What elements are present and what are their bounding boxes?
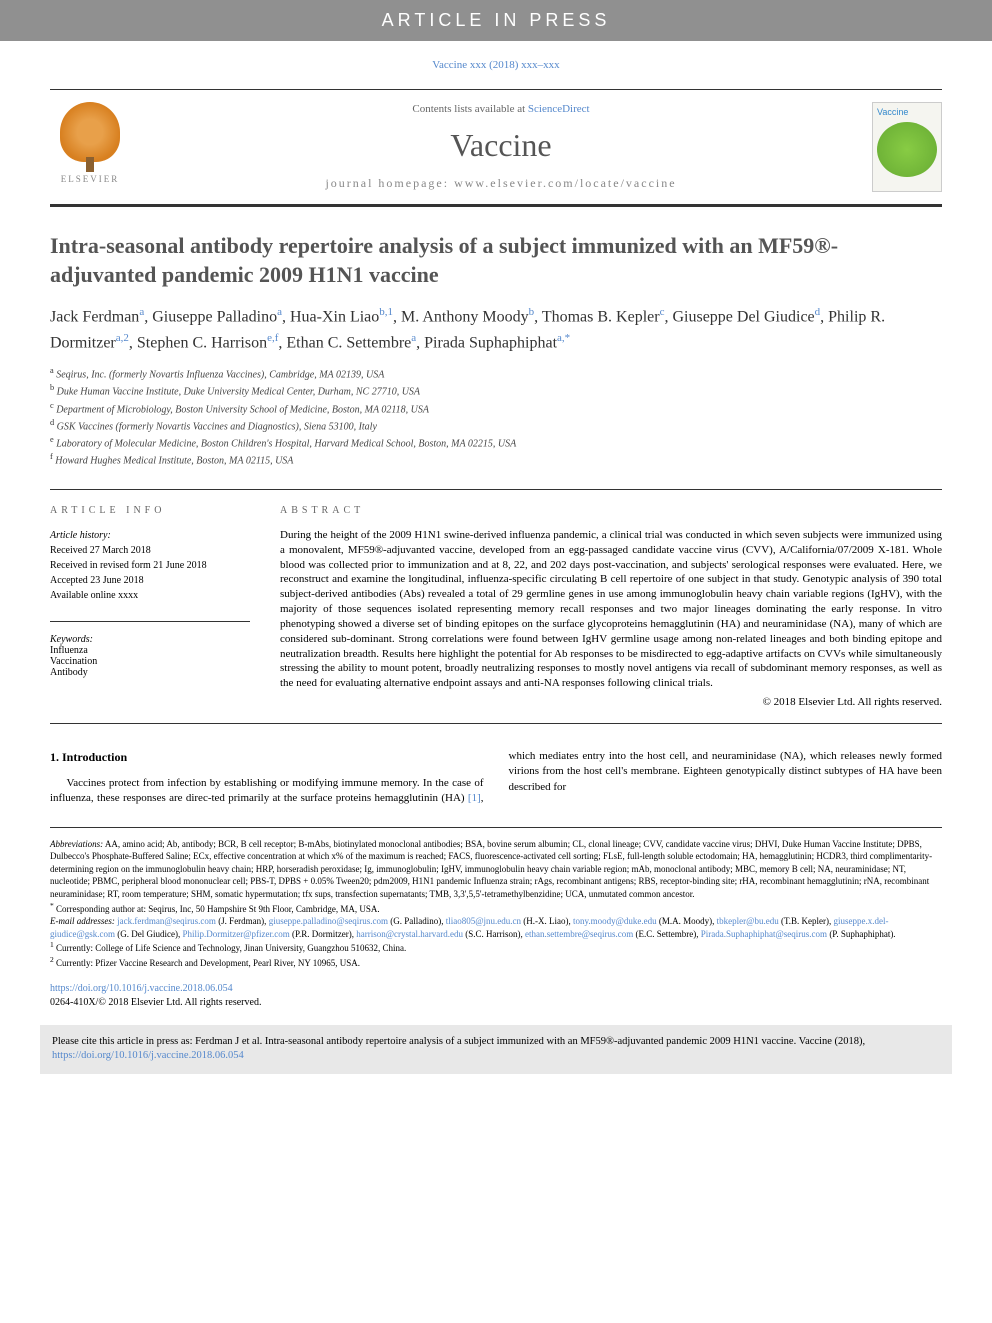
doi-block: https://doi.org/10.1016/j.vaccine.2018.0… [50, 982, 942, 1010]
abstract-text: During the height of the 2009 H1N1 swine… [280, 528, 942, 691]
publisher-name: ELSEVIER [61, 174, 120, 184]
journal-header: ELSEVIER Contents lists available at Sci… [50, 90, 942, 207]
history-line: Received in revised form 21 June 2018 [50, 558, 250, 573]
cover-title: Vaccine [877, 107, 937, 117]
email-addresses: E-mail addresses: jack.ferdman@seqirus.c… [50, 915, 942, 940]
keyword: Antibody [50, 667, 250, 678]
elsevier-tree-icon [60, 102, 120, 162]
history-line: Accepted 23 June 2018 [50, 573, 250, 588]
history-line: Received 27 March 2018 [50, 543, 250, 558]
introduction-section: 1. Introduction Vaccines protect from in… [50, 749, 942, 807]
article-title: Intra-seasonal antibody repertoire analy… [50, 232, 942, 289]
cover-image-icon [877, 122, 937, 177]
article-in-press-banner: ARTICLE IN PRESS [0, 0, 992, 41]
author-list: Jack Ferdmana, Giuseppe Palladinoa, Hua-… [50, 304, 942, 355]
article-info-column: ARTICLE INFO Article history: Received 2… [50, 505, 250, 708]
journal-homepage: journal homepage: www.elsevier.com/locat… [150, 176, 852, 191]
issn-line: 0264-410X/© 2018 Elsevier Ltd. All right… [50, 997, 261, 1008]
history-label: Article history: [50, 528, 250, 543]
abbreviations-note: Abbreviations: AA, amino acid; Ab, antib… [50, 838, 942, 901]
sciencedirect-link[interactable]: ScienceDirect [528, 103, 590, 115]
footnotes-area: Abbreviations: AA, amino acid; Ab, antib… [50, 827, 942, 1010]
footnote-2: 2 Currently: Pfizer Vaccine Research and… [50, 955, 942, 970]
elsevier-logo: ELSEVIER [50, 102, 130, 192]
citation-doi-link[interactable]: https://doi.org/10.1016/j.vaccine.2018.0… [52, 1050, 244, 1061]
keyword: Influenza [50, 645, 250, 656]
abstract-heading: ABSTRACT [280, 505, 942, 516]
affiliations-list: a Seqirus, Inc. (formerly Novartis Influ… [50, 365, 942, 469]
info-abstract-row: ARTICLE INFO Article history: Received 2… [50, 489, 942, 724]
doi-link[interactable]: https://doi.org/10.1016/j.vaccine.2018.0… [50, 983, 233, 994]
abstract-copyright: © 2018 Elsevier Ltd. All rights reserved… [280, 696, 942, 708]
keyword: Vaccination [50, 656, 250, 667]
article-history: Article history: Received 27 March 2018R… [50, 528, 250, 603]
journal-name: Vaccine [150, 127, 852, 164]
article-info-heading: ARTICLE INFO [50, 505, 250, 516]
citation-box: Please cite this article in press as: Fe… [40, 1025, 952, 1074]
journal-cover-thumbnail: Vaccine [872, 102, 942, 192]
keywords-section: Keywords: InfluenzaVaccinationAntibody [50, 621, 250, 678]
contents-list-line: Contents lists available at ScienceDirec… [150, 103, 852, 115]
abstract-column: ABSTRACT During the height of the 2009 H… [280, 505, 942, 708]
journal-reference: Vaccine xxx (2018) xxx–xxx [50, 41, 942, 90]
corresponding-author-note: * Corresponding author at: Seqirus, Inc,… [50, 901, 942, 916]
footnote-1: 1 Currently: College of Life Science and… [50, 940, 942, 955]
history-line: Available online xxxx [50, 588, 250, 603]
keywords-label: Keywords: [50, 634, 250, 645]
intro-heading: 1. Introduction [50, 749, 484, 766]
header-center: Contents lists available at ScienceDirec… [150, 103, 852, 191]
